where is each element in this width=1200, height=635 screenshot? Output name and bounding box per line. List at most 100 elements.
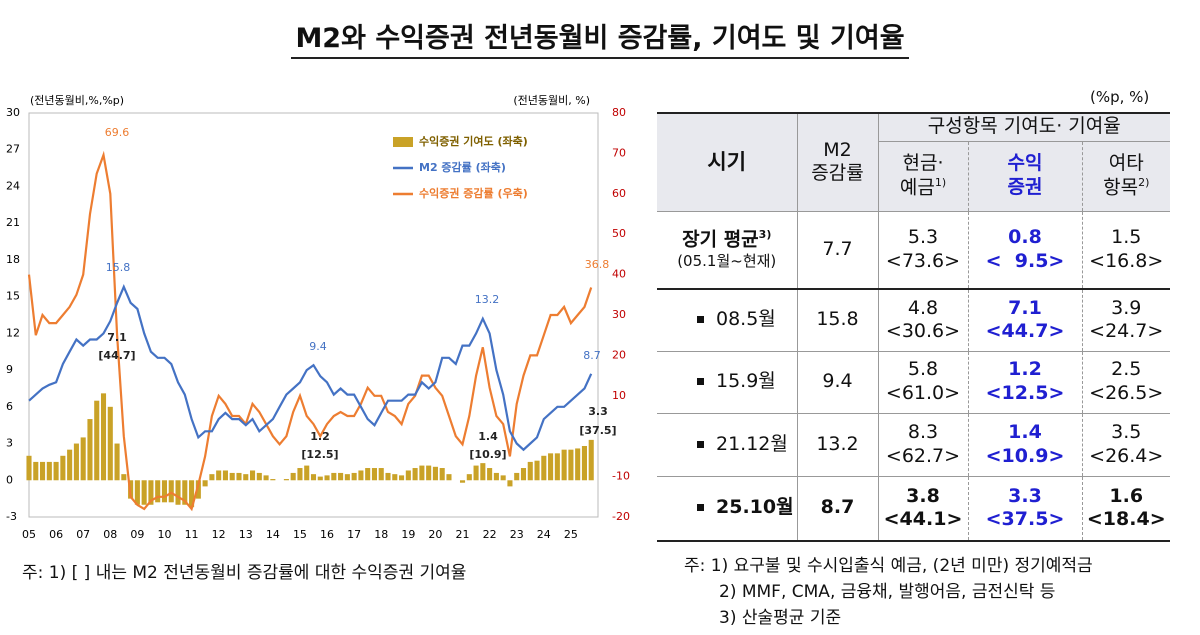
x-tick-label: 08	[103, 528, 117, 541]
x-tick-label: 05	[22, 528, 36, 541]
period-range: (05.1월~현재)	[677, 252, 777, 271]
bar	[141, 480, 147, 505]
share: <18.4>	[1086, 508, 1166, 531]
bar	[554, 453, 560, 481]
chart-note: 주: 1) [ ] 내는 M2 전년동월비 증감률에 대한 수익증권 기여율	[22, 563, 467, 583]
x-tick-label: 18	[374, 528, 388, 541]
annotation: 9.4	[309, 340, 327, 353]
bar	[561, 449, 567, 481]
legend-label: M2 증감률 (좌축)	[419, 160, 506, 174]
period: 21.12월	[716, 432, 788, 455]
annotation: 7.1	[107, 331, 127, 344]
annotation: 15.8	[106, 261, 131, 274]
other-cell: 1.5 <16.8>	[1081, 210, 1171, 290]
x-tick-label: 15	[293, 528, 307, 541]
bar	[568, 449, 574, 481]
value: 8.3	[907, 420, 939, 443]
bar	[270, 479, 276, 481]
cash-cell: 4.8 <30.6>	[877, 288, 969, 352]
annotation: 36.8	[585, 258, 610, 271]
bar	[243, 474, 249, 481]
y-tick-label: 21	[6, 216, 20, 229]
period: 장기 평균3)	[657, 228, 797, 252]
bar	[222, 470, 228, 481]
cash-cell: 5.3 <73.6>	[877, 210, 969, 290]
chart: (전년동월비,%,%p) (전년동월비, %) -3 0 3 6 9 12 15 18 21 24…	[6, 94, 630, 541]
bar	[80, 437, 86, 481]
value: 0.8	[1008, 226, 1042, 248]
bar	[459, 480, 466, 483]
bar	[581, 445, 587, 481]
value: 1.6	[1109, 484, 1144, 507]
note: 주: 1) 요구불 및 수시입출식 예금, (2년 미만) 정기예적금	[684, 556, 1093, 576]
line	[28, 283, 593, 452]
footnote-mark: 1)	[934, 175, 947, 189]
x-tick-label: 17	[347, 528, 361, 541]
header-text: 수익	[1007, 152, 1043, 175]
annotation: 1.4	[478, 430, 498, 443]
bar	[466, 474, 472, 481]
legend-label: 수익증권 증감률 (우축)	[419, 186, 528, 200]
bar	[439, 468, 445, 481]
header-text: 여타	[1108, 152, 1144, 175]
bar	[189, 480, 195, 508]
bar	[575, 448, 581, 481]
period-text: 장기 평균	[682, 228, 759, 251]
securities-cell: 3.3 <37.5>	[967, 475, 1083, 542]
data-table: 시기 M2 증감률 구성항목 기여도· 기여율 현금· 예금1) 수익 증권 여타 항목…	[657, 112, 1171, 542]
y2-tick-label: 30	[612, 308, 626, 321]
y-tick-label: 18	[6, 253, 20, 266]
bar	[500, 475, 506, 481]
bar	[168, 480, 174, 503]
bar	[399, 475, 405, 481]
bar	[514, 472, 520, 481]
share: <12.5>	[985, 382, 1065, 404]
share: <16.8>	[1089, 249, 1164, 272]
bar	[182, 480, 188, 505]
header-text: 항목	[1103, 176, 1139, 199]
header-text: 예금	[899, 176, 935, 199]
share: <37.5>	[985, 508, 1065, 531]
bar	[405, 470, 411, 481]
y2-tick-label: 50	[612, 227, 626, 240]
bar	[487, 468, 493, 481]
bar	[195, 480, 201, 499]
bar	[548, 453, 554, 481]
cash-cell: 5.8 <61.0>	[877, 350, 969, 414]
table-row: 15.9월 9.4 5.8 <61.0> 1.2 <12.5> 2.5 <26.5>	[657, 350, 1171, 414]
bar	[317, 476, 323, 481]
annotation: [37.5]	[579, 424, 616, 437]
x-tick-label: 16	[320, 528, 334, 541]
value: 5.3	[907, 226, 939, 248]
note: 3) 산술평균 기준	[719, 608, 842, 628]
y-tick-label: 9	[6, 363, 13, 376]
bar	[33, 461, 39, 481]
bar	[40, 461, 46, 481]
header-text: 예금1)	[879, 176, 968, 200]
value: 1.5	[1111, 226, 1142, 248]
bar	[358, 470, 364, 481]
title-text: M2와 수익증권 전년동월비 증감률, 기여도 및 기여율	[291, 23, 909, 59]
bar	[371, 468, 378, 481]
y2-tick-label: 60	[612, 187, 626, 200]
period: 08.5월	[716, 308, 776, 331]
bar	[94, 400, 100, 481]
y2-tick-label: -20	[612, 510, 630, 523]
y2-tick-label: 20	[612, 348, 626, 361]
share: <44.1>	[883, 508, 963, 531]
header-text: 항목2)	[1083, 176, 1171, 200]
plot-frame	[28, 112, 599, 518]
y-tick-label: 6	[6, 400, 13, 413]
y-tick-label: 12	[6, 326, 20, 339]
bar	[541, 455, 547, 481]
y-tick-label: -3	[6, 510, 17, 523]
bar	[534, 460, 540, 481]
bar	[338, 472, 344, 481]
bar	[202, 480, 208, 487]
share: <24.7>	[1089, 320, 1164, 343]
securities-cell: 7.1 <44.7>	[967, 288, 1083, 352]
cash-cell: 3.8 <44.1>	[877, 475, 969, 542]
value: 1.4	[1008, 420, 1042, 443]
share: <26.4>	[1089, 444, 1164, 467]
share: <30.6>	[885, 320, 961, 343]
